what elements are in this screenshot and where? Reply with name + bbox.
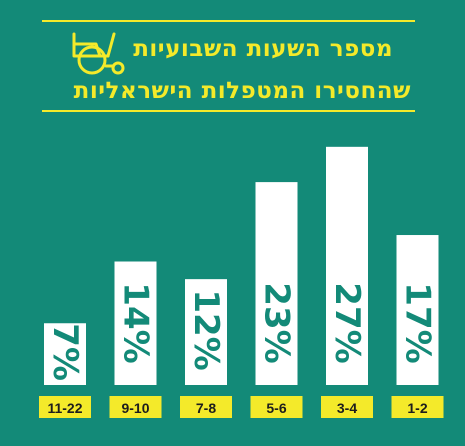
category-label-box xyxy=(391,396,444,418)
category-label-box xyxy=(39,396,91,418)
bar-value-label: 14% xyxy=(116,282,156,363)
category-label: 11-22 xyxy=(47,400,82,416)
title-top-rule xyxy=(42,20,415,22)
bar-value-label: 12% xyxy=(186,289,226,370)
bar-9-10 xyxy=(114,261,157,385)
category-label-box xyxy=(109,396,162,418)
bar-value-label: 27% xyxy=(327,282,367,363)
title-line-2: שהחסירו המטפלות הישראליות xyxy=(73,78,411,104)
category-label-box xyxy=(250,396,303,418)
bar-3-4 xyxy=(326,146,368,385)
title-line-1: מספר השעות השבועיות xyxy=(133,36,393,62)
bar-7-8 xyxy=(185,279,227,385)
title-bottom-rule xyxy=(42,110,415,112)
wheelchair-icon xyxy=(72,32,125,75)
category-label: 3-4 xyxy=(337,400,357,416)
category-label-box xyxy=(321,396,373,418)
category-label-box xyxy=(180,396,232,418)
bar-1-2 xyxy=(396,235,439,385)
bar-5-6 xyxy=(255,182,298,385)
bar-value-label: 23% xyxy=(257,282,297,363)
category-label: 7-8 xyxy=(196,400,216,416)
category-label: 1-2 xyxy=(407,400,427,416)
bar-value-label: 17% xyxy=(398,282,438,363)
bar-11-22 xyxy=(44,323,86,385)
category-label: 5-6 xyxy=(266,400,286,416)
category-label: 9-10 xyxy=(121,400,149,416)
bar-value-label: 7% xyxy=(45,323,85,381)
